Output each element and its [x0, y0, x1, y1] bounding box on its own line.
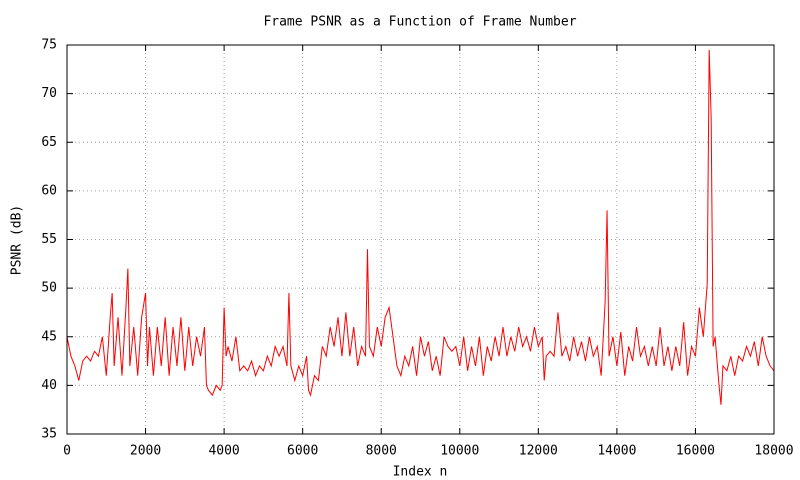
x-tick-label: 14000 — [597, 444, 636, 459]
x-tick-label: 18000 — [754, 444, 793, 459]
data-line — [66, 49, 775, 405]
x-tick-label: 16000 — [676, 444, 715, 459]
y-tick-label: 50 — [41, 281, 57, 296]
x-tick-label: 10000 — [440, 444, 479, 459]
chart-title: Frame PSNR as a Function of Frame Number — [263, 15, 576, 30]
y-tick-label: 45 — [41, 329, 57, 344]
y-tick-label: 35 — [41, 427, 57, 442]
y-tick-label: 75 — [41, 38, 57, 53]
y-tick-label: 60 — [41, 183, 57, 198]
x-tick-label: 4000 — [208, 444, 239, 459]
x-tick-label: 6000 — [287, 444, 318, 459]
y-tick-label: 70 — [41, 86, 57, 101]
y-tick-label: 55 — [41, 232, 57, 247]
x-tick-label: 2000 — [130, 444, 161, 459]
plot-frame — [66, 44, 775, 435]
y-axis-title: PSNR (dB) — [10, 205, 25, 275]
x-tick-label: 12000 — [519, 444, 558, 459]
y-tick-label: 65 — [41, 135, 57, 150]
x-tick-label: 0 — [63, 444, 71, 459]
x-axis-title: Index n — [393, 465, 448, 480]
y-tick-label: 40 — [41, 378, 57, 393]
x-tick-label: 8000 — [366, 444, 397, 459]
